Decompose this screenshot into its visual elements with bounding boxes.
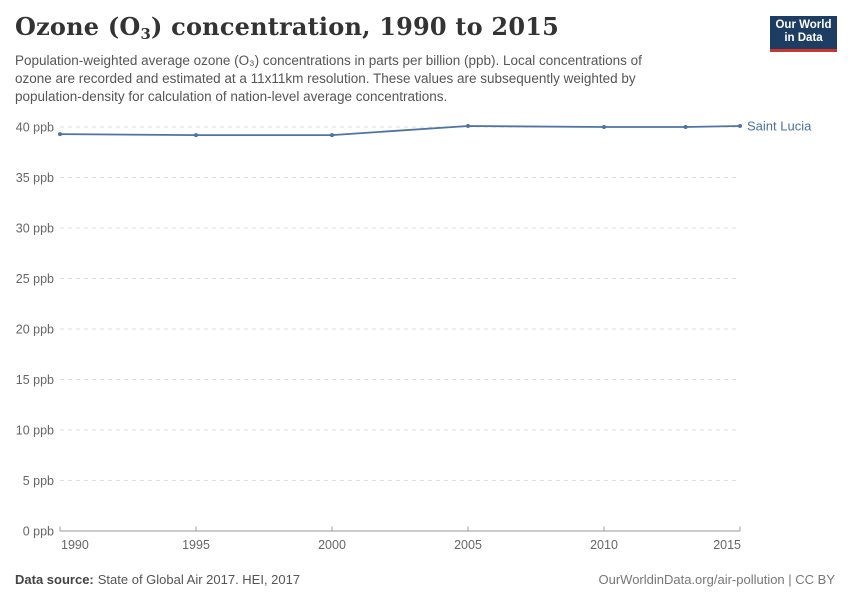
y-axis-tick-label: 15 ppb [16,373,54,387]
logo-line-2: in Data [784,32,823,44]
y-axis-tick-label: 40 ppb [16,121,54,135]
data-point-marker[interactable] [58,132,62,137]
data-source-value: State of Global Air 2017. HEI, 2017 [97,572,301,587]
x-axis-tick-label: 2000 [318,538,346,552]
data-source-label: Data source: [15,572,94,587]
x-axis-tick-label: 1990 [61,538,89,552]
x-axis-tick-label: 2005 [454,538,482,552]
title-text-pre: Ozone (O [15,12,141,41]
x-axis-tick-label: 1995 [182,538,210,552]
subtitle-line: ozone are recorded and estimated at a 11… [15,71,636,86]
owid-logo[interactable]: Our World in Data [770,16,837,52]
data-source-note: Data source: State of Global Air 2017. HE… [15,572,300,587]
y-axis-tick-label: 0 ppb [23,525,54,539]
data-point-marker[interactable] [466,123,470,128]
subtitle-line: population-density for calculation of na… [15,89,448,104]
x-axis-tick-label: 2010 [590,538,618,552]
data-point-marker[interactable] [602,125,606,129]
x-axis-tick-label: 2015 [713,538,741,552]
data-point-marker[interactable] [683,125,688,129]
data-point-marker[interactable] [194,133,198,138]
y-axis-tick-label: 10 ppb [16,424,54,438]
y-axis-tick-label: 25 ppb [16,272,54,286]
title-text-post: ) concentration, 1990 to 2015 [151,12,560,41]
chart-footer: Data source: State of Global Air 2017. HE… [15,572,835,587]
data-point-marker[interactable] [738,123,742,128]
y-axis-tick-label: 5 ppb [23,474,54,488]
owid-link[interactable]: OurWorldinData.org/air-pollution | CC BY [598,572,835,587]
logo-line-1: Our World [775,19,832,31]
data-point-marker[interactable] [330,133,334,138]
y-axis-tick-label: 20 ppb [16,323,54,337]
chart-subtitle: Population-weighted average ozone (O₃) c… [15,52,642,106]
y-axis-tick-label: 35 ppb [16,171,54,185]
title-subscript: 3 [140,24,152,43]
subtitle-line: Population-weighted average ozone (O₃) c… [15,53,642,68]
entity-label[interactable]: Saint Lucia [747,118,812,133]
y-axis-tick-label: 30 ppb [16,222,54,236]
page-title: Ozone (O3) concentration, 1990 to 2015 [15,12,560,43]
